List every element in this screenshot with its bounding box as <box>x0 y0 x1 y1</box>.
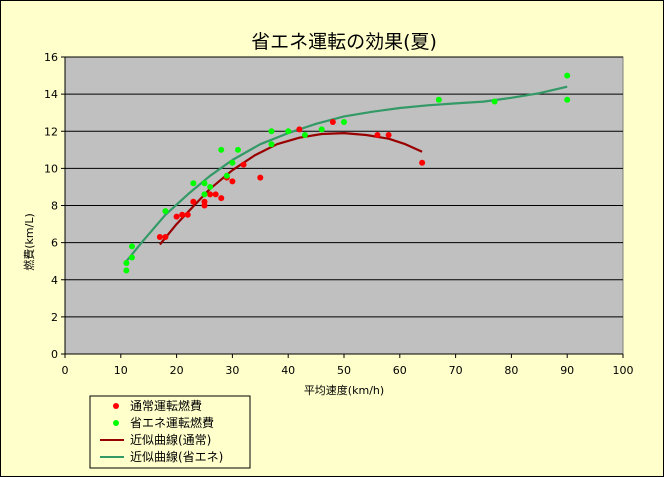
legend-label: 省エネ運転燃費 <box>130 415 214 430</box>
data-point <box>257 174 264 181</box>
data-point <box>285 128 292 135</box>
data-point <box>385 131 392 138</box>
data-point <box>318 126 325 133</box>
x-tick-label: 10 <box>114 364 128 377</box>
legend-label: 通常運転燃費 <box>130 398 202 413</box>
data-point <box>128 243 135 250</box>
data-point <box>173 213 180 220</box>
y-tick-label: 2 <box>51 311 58 324</box>
data-point <box>162 208 169 215</box>
y-tick-label: 6 <box>51 237 58 250</box>
x-tick-label: 90 <box>560 364 574 377</box>
x-tick-label: 100 <box>613 364 634 377</box>
x-tick-label: 50 <box>337 364 351 377</box>
data-point <box>201 198 208 205</box>
chart-title: 省エネ運転の効果(夏) <box>251 31 437 53</box>
legend-marker <box>113 403 119 409</box>
data-point <box>341 118 347 125</box>
legend-marker <box>113 420 119 426</box>
trend-line <box>125 85 568 262</box>
data-point <box>190 180 197 187</box>
x-tick-label: 30 <box>225 364 239 377</box>
data-point <box>229 159 236 166</box>
data-point <box>268 141 275 148</box>
y-axis-label: 燃費(km/L) <box>22 213 36 271</box>
x-tick-label: 0 <box>62 364 69 377</box>
y-tick-label: 12 <box>44 125 58 138</box>
legend-label: 近似曲線(省エネ) <box>130 449 223 464</box>
data-point <box>218 146 225 153</box>
x-tick-label: 60 <box>393 364 407 377</box>
x-tick-label: 40 <box>281 364 295 377</box>
data-point <box>240 161 247 168</box>
data-point <box>201 180 208 187</box>
data-point <box>123 260 130 267</box>
data-point <box>218 195 225 202</box>
x-tick-label: 20 <box>170 364 184 377</box>
data-point <box>128 254 135 261</box>
data-point <box>419 159 426 166</box>
data-point <box>162 234 169 241</box>
data-point <box>212 191 219 198</box>
data-point <box>564 96 571 103</box>
y-tick-label: 0 <box>51 348 58 361</box>
data-point <box>296 126 303 133</box>
y-tick-label: 16 <box>44 51 58 64</box>
data-point <box>184 211 191 218</box>
y-tick-label: 8 <box>51 200 58 213</box>
data-point <box>435 96 442 103</box>
data-point <box>491 98 498 105</box>
data-point <box>234 146 241 153</box>
legend-label: 近似曲線(通常) <box>130 432 211 447</box>
data-point <box>564 72 571 79</box>
data-point <box>123 267 130 274</box>
data-point <box>156 234 163 241</box>
data-point <box>179 211 186 218</box>
y-tick-label: 10 <box>44 162 58 175</box>
data-point <box>207 191 214 198</box>
x-axis-label: 平均速度(km/h) <box>304 383 384 397</box>
y-tick-label: 14 <box>44 88 58 101</box>
data-point <box>229 178 236 185</box>
data-point <box>201 191 208 198</box>
data-point <box>207 183 214 190</box>
data-point <box>329 118 336 125</box>
trend-line <box>159 132 423 246</box>
data-point <box>268 128 275 135</box>
data-point <box>223 172 230 179</box>
data-point <box>190 198 197 205</box>
x-tick-label: 70 <box>449 364 463 377</box>
x-tick-label: 80 <box>504 364 518 377</box>
data-point <box>301 131 308 138</box>
y-tick-label: 4 <box>51 274 58 287</box>
data-point <box>374 131 381 138</box>
